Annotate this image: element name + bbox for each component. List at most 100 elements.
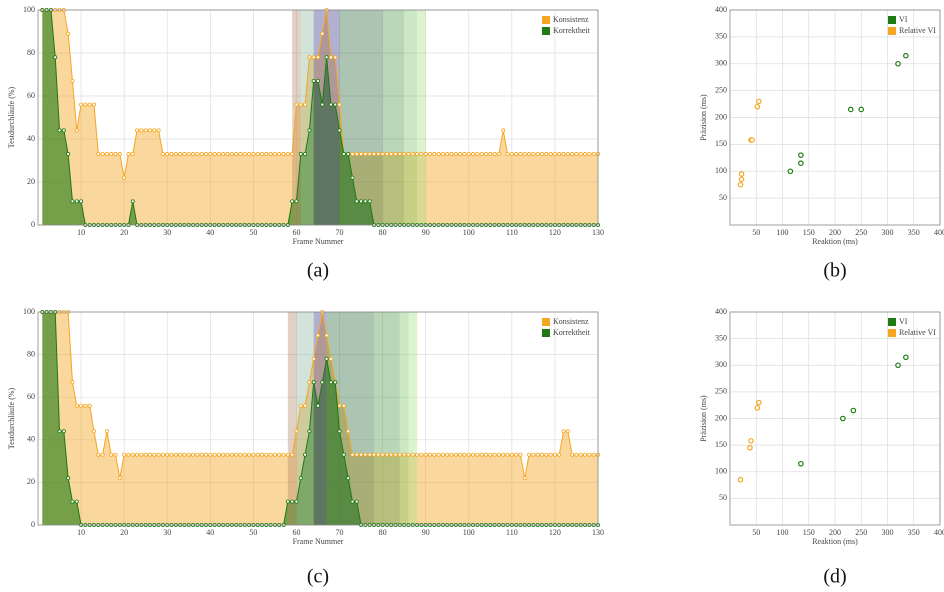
marker [367, 199, 372, 204]
marker [307, 429, 312, 434]
y-tick-label: 50 [719, 493, 727, 502]
marker [501, 452, 506, 457]
x-tick-label: 150 [803, 228, 815, 237]
marker [509, 452, 514, 457]
marker [92, 429, 97, 434]
x-tick-label: 250 [855, 528, 867, 537]
marker [363, 152, 368, 157]
marker [117, 152, 122, 157]
marker [221, 152, 226, 157]
y-tick-label: 60 [27, 392, 35, 401]
y-axis-title: Präzision (ms) [699, 94, 708, 141]
point [903, 52, 909, 59]
marker [182, 152, 187, 157]
marker [518, 152, 523, 157]
marker [294, 199, 299, 204]
legend-label: VI [899, 317, 908, 326]
x-tick-label: 20 [120, 528, 128, 537]
legend-label: Relative VI [899, 328, 936, 337]
marker [191, 452, 196, 457]
marker [303, 102, 308, 107]
x-tick-label: 70 [336, 528, 344, 537]
y-tick-label: 200 [715, 413, 727, 422]
marker [557, 152, 562, 157]
point [850, 407, 857, 414]
highlight-span [313, 10, 340, 225]
x-tick-label: 150 [803, 528, 815, 537]
x-tick-label: 10 [77, 228, 85, 237]
marker [225, 152, 230, 157]
marker [195, 152, 200, 157]
y-tick-label: 100 [715, 467, 727, 476]
marker [337, 128, 342, 133]
marker [427, 452, 432, 457]
marker [518, 452, 523, 457]
marker [66, 476, 71, 481]
marker [277, 452, 282, 457]
point [847, 106, 854, 113]
marker [574, 152, 579, 157]
marker [492, 452, 497, 457]
marker [268, 452, 273, 457]
marker [186, 452, 191, 457]
y-tick-label: 60 [27, 91, 35, 100]
marker [402, 152, 407, 157]
x-tick-label: 70 [336, 228, 344, 237]
y-tick-label: 250 [715, 387, 727, 396]
marker [126, 452, 131, 457]
marker [109, 152, 114, 157]
marker [156, 452, 161, 457]
marker [544, 452, 549, 457]
marker [199, 452, 204, 457]
marker [203, 452, 208, 457]
highlight-span [417, 10, 426, 225]
marker [380, 152, 385, 157]
highlight-span [292, 10, 301, 225]
marker [427, 152, 432, 157]
marker [208, 152, 213, 157]
x-axis-title: Frame Nummer [293, 237, 344, 246]
marker [242, 152, 247, 157]
legend-label: Korrektheit [553, 26, 591, 35]
marker [147, 452, 152, 457]
legend-label: Relative VI [899, 26, 936, 35]
y-axis-title: Präzision (ms) [699, 395, 708, 442]
marker [178, 452, 183, 457]
highlight-span [408, 312, 418, 525]
highlight-span [296, 312, 314, 525]
marker [415, 452, 420, 457]
marker [359, 152, 364, 157]
legend-swatch [542, 318, 550, 326]
point [738, 171, 745, 177]
point [756, 98, 762, 105]
marker [109, 452, 114, 457]
area [42, 10, 599, 225]
marker [371, 452, 376, 457]
legend-swatch [542, 16, 550, 24]
marker [96, 152, 101, 157]
marker [432, 452, 437, 457]
marker [122, 452, 127, 457]
marker [57, 128, 62, 133]
marker [221, 452, 226, 457]
marker [376, 152, 381, 157]
marker [225, 452, 230, 457]
marker [354, 499, 359, 504]
marker [277, 152, 282, 157]
marker [298, 152, 303, 157]
point [738, 176, 745, 183]
marker [328, 102, 333, 107]
marker [548, 152, 553, 157]
marker [531, 452, 536, 457]
marker [238, 152, 243, 157]
point [798, 160, 804, 166]
marker [294, 102, 299, 107]
marker [61, 429, 66, 434]
marker [591, 452, 596, 457]
point [798, 152, 804, 158]
marker [113, 452, 118, 457]
marker [432, 152, 437, 157]
marker [440, 152, 445, 157]
